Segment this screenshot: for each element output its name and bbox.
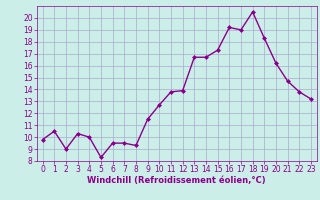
X-axis label: Windchill (Refroidissement éolien,°C): Windchill (Refroidissement éolien,°C) [87,176,266,185]
